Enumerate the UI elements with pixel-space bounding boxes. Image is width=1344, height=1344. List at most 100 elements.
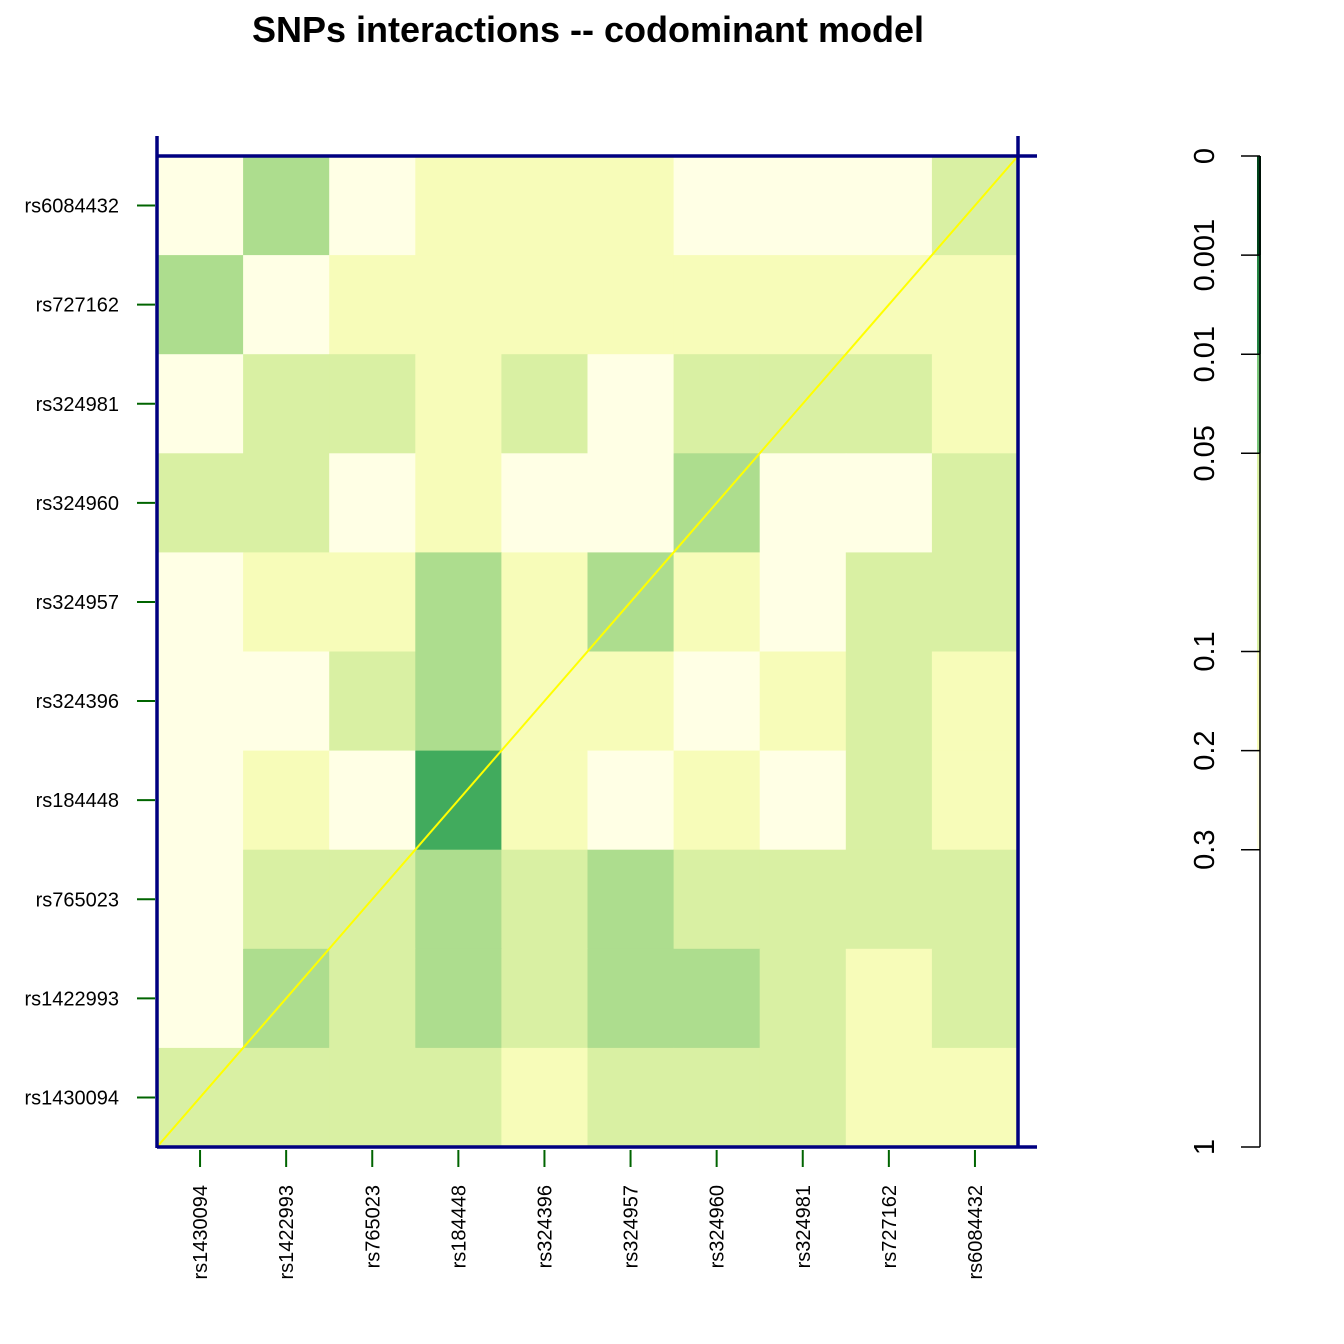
heatmap-cell (157, 750, 244, 851)
y-tick-label: rs6084432 (24, 196, 119, 218)
heatmap-cell (329, 1047, 416, 1148)
heatmap-cell (673, 354, 761, 454)
heatmap-cell (157, 948, 244, 1049)
y-tick-label: rs765023 (36, 889, 119, 911)
heatmap-cell (931, 453, 1019, 553)
legend-color-segment (1257, 849, 1261, 1147)
heatmap-cell (845, 552, 933, 653)
heatmap-cell (673, 948, 761, 1049)
x-tick-label: rs324960 (707, 1185, 729, 1268)
legend-tick-label: 0 (1189, 148, 1221, 164)
x-tick-label: rs324957 (621, 1185, 643, 1268)
heatmap-cell (157, 453, 244, 553)
heatmap-cell (415, 849, 502, 950)
legend-tick-label: 0.1 (1189, 631, 1221, 671)
x-tick-label: rs765023 (362, 1185, 384, 1268)
legend-color-segment (1257, 453, 1261, 652)
heatmap-cell (587, 354, 675, 454)
heatmap-cell (243, 849, 330, 950)
x-tick-label: rs6084432 (965, 1185, 987, 1280)
legend-color-segment (1257, 255, 1261, 355)
heatmap-cell (415, 1047, 502, 1148)
y-tick-label: rs324957 (36, 592, 119, 614)
heatmap-cell (673, 849, 761, 950)
heatmap-cell (931, 750, 1019, 851)
heatmap-cells (157, 156, 1019, 1148)
heatmap-cell (501, 552, 589, 653)
heatmap-cell (673, 255, 761, 355)
legend-color-segment (1257, 651, 1261, 751)
heatmap-cell (587, 255, 675, 355)
heatmap-cell (931, 354, 1019, 454)
heatmap-cell (587, 156, 675, 256)
heatmap-cell (501, 255, 589, 355)
diagonal-line (156, 155, 1019, 1148)
heatmap-cell (157, 849, 244, 950)
y-tick-label: rs184448 (36, 790, 119, 812)
heatmap-cell (587, 750, 675, 851)
heatmap-cell (501, 948, 589, 1049)
heatmap-cell (931, 255, 1019, 355)
heatmap-cell (243, 651, 330, 752)
legend-color-segment (1257, 750, 1261, 850)
heatmap-cell (157, 156, 244, 256)
heatmap-cell (587, 453, 675, 553)
y-tick-label: rs1430094 (24, 1087, 119, 1109)
heatmap-cell (415, 948, 502, 1049)
heatmap-cell (415, 651, 502, 752)
heatmap-cell (759, 1047, 847, 1148)
y-tick-label: rs324396 (36, 691, 119, 713)
heatmap-cell (329, 453, 416, 553)
heatmap-cell (931, 1047, 1019, 1148)
legend-tick-label: 1 (1189, 1139, 1221, 1155)
heatmap-cell (845, 453, 933, 553)
heatmap-cell (587, 1047, 675, 1148)
x-tick-label: rs184448 (448, 1185, 470, 1268)
heatmap-cell (501, 750, 589, 851)
heatmap-cell (673, 552, 761, 653)
legend-tick-label: 0.001 (1189, 219, 1221, 292)
heatmap-cell (931, 849, 1019, 950)
heatmap-cell (931, 552, 1019, 653)
heatmap-cell (931, 948, 1019, 1049)
chart-title: SNPs interactions -- codominant model (252, 9, 924, 50)
heatmap-cell (415, 552, 502, 653)
heatmap-cell (243, 1047, 330, 1148)
heatmap-cell (415, 255, 502, 355)
heatmap-cell (157, 651, 244, 752)
heatmap-cell (157, 255, 244, 355)
heatmap-cell (587, 651, 675, 752)
heatmap-cell (329, 354, 416, 454)
heatmap-cell (931, 651, 1019, 752)
y-tick-label: rs324960 (36, 493, 119, 515)
heatmap-cell (243, 255, 330, 355)
heatmap-cell (243, 156, 330, 256)
heatmap-cell (845, 156, 933, 256)
heatmap-cell (329, 750, 416, 851)
heatmap-cell (673, 651, 761, 752)
heatmap-cell (673, 156, 761, 256)
heatmap-cell (759, 156, 847, 256)
y-tick-label: rs1422993 (24, 988, 119, 1010)
y-axis: rs6084432 rs727162 rs324981 rs324960 rs32495… (24, 196, 155, 1109)
heatmap-cell (501, 849, 589, 950)
x-tick-label: rs324396 (534, 1185, 556, 1268)
heatmap-cell (157, 354, 244, 454)
heatmap-cell (673, 750, 761, 851)
heatmap-cell (845, 948, 933, 1049)
plot-frame (155, 136, 1037, 1149)
heatmap-cell (501, 1047, 589, 1148)
x-axis: rs1430094 rs1422993 rs765023 rs184448 rs3243… (190, 1150, 987, 1280)
heatmap-cell (243, 453, 330, 553)
heatmap-cell (243, 750, 330, 851)
heatmap-cell (845, 750, 933, 851)
heatmap-cell (587, 849, 675, 950)
heatmap-cell (329, 255, 416, 355)
heatmap-cell (415, 156, 502, 256)
color-legend: 0 0.001 0.01 0.05 0.1 0.2 0.3 1 (1189, 148, 1261, 1155)
x-tick-label: rs1422993 (276, 1185, 298, 1280)
legend-tick-label: 0.2 (1189, 730, 1221, 770)
heatmap-cell (759, 948, 847, 1049)
heatmap-cell (329, 651, 416, 752)
